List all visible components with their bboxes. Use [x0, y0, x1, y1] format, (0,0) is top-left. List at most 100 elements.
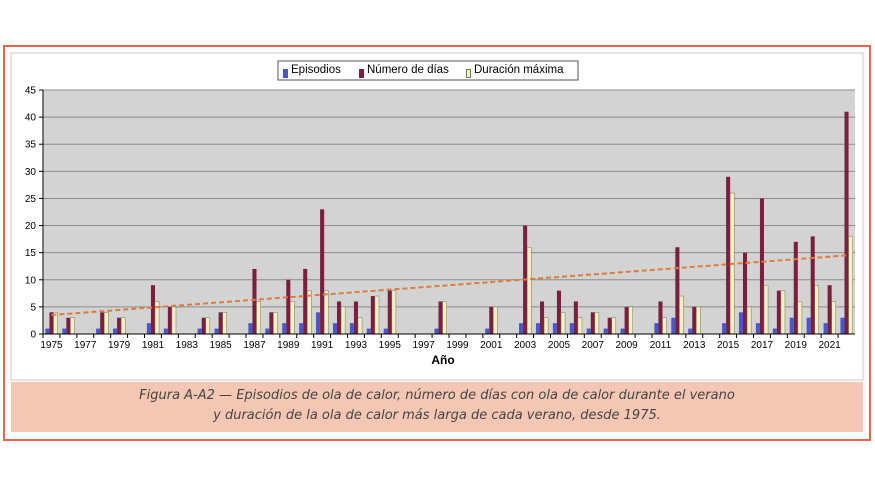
bar-episodios: [248, 323, 253, 334]
bar-episodios: [383, 328, 388, 334]
bar-duracion-maxima: [323, 290, 329, 335]
bar-duracion-maxima: [357, 317, 363, 335]
bar-duracion-maxima: [679, 295, 684, 335]
legend-label-episodios: Episodios: [291, 64, 341, 76]
caption-line-1: Figura A-A2 — Episodios de ola de calor,…: [139, 388, 735, 403]
x-tick-label: 1977: [74, 340, 97, 351]
bar-episodios: [535, 323, 541, 334]
bar-duracion-maxima: [442, 301, 447, 335]
bar-episodios: [569, 323, 574, 334]
bar-episodios: [62, 328, 67, 334]
bar-duracion-maxima: [763, 284, 769, 335]
y-tick-label: 25: [25, 194, 37, 205]
bar-numero-dias: [218, 312, 223, 334]
legend-label-duracion-maxima: Duración máxima: [474, 64, 564, 76]
bar-duracion-maxima: [831, 301, 836, 335]
bar-numero-dias: [556, 290, 561, 334]
bar-episodios: [146, 323, 151, 334]
bar-episodios: [789, 317, 794, 334]
bar-numero-dias: [353, 301, 358, 334]
y-tick-label: 10: [25, 275, 37, 286]
bar-numero-dias: [269, 312, 274, 334]
bar-episodios: [434, 328, 439, 334]
x-tick-label: 1975: [40, 340, 63, 351]
bar-numero-dias: [810, 236, 815, 334]
x-tick-label: 2015: [717, 340, 740, 351]
bar-numero-dias: [66, 317, 71, 334]
bar-episodios: [349, 323, 354, 334]
y-tick-label: 30: [25, 167, 37, 178]
bar-numero-dias: [303, 268, 308, 334]
bar-duracion-maxima: [696, 306, 701, 335]
x-axis-label: Año: [431, 353, 454, 367]
bar-episodios: [755, 323, 760, 334]
legend-swatch-duracion-maxima: [466, 69, 471, 78]
bar-episodios: [265, 328, 270, 334]
x-tick-label: 1997: [413, 340, 436, 351]
x-tick-label: 1991: [311, 340, 334, 351]
figure-caption: Figura A-A2 — Episodios de ola de calor,…: [11, 382, 863, 432]
bar-duracion-maxima: [611, 317, 617, 335]
bar-episodios: [113, 328, 118, 334]
bar-episodios: [823, 323, 828, 334]
bar-numero-dias: [49, 312, 54, 334]
x-tick-label: 1985: [210, 340, 233, 351]
bar-episodios: [654, 323, 659, 334]
bar-duracion-maxima: [205, 317, 211, 335]
bar-duracion-maxima: [70, 317, 75, 335]
y-tick-label: 35: [25, 140, 37, 151]
x-tick-label: 1979: [108, 340, 131, 351]
bar-episodios: [772, 328, 777, 334]
bar-episodios: [299, 323, 304, 334]
bar-duracion-maxima: [391, 290, 397, 335]
bar-numero-dias: [252, 268, 257, 334]
bar-episodios: [282, 323, 287, 334]
bar-episodios: [197, 328, 202, 334]
caption-line-2: y duración de la ola de calor más larga …: [213, 408, 661, 423]
plot-background: [43, 90, 855, 334]
y-tick-label: 20: [25, 221, 37, 232]
bar-duracion-maxima: [526, 246, 532, 335]
bar-episodios: [806, 317, 811, 334]
x-tick-label: 1993: [345, 340, 368, 351]
bar-numero-dias: [607, 317, 612, 334]
x-tick-label: 1983: [176, 340, 199, 351]
bar-duracion-maxima: [662, 317, 667, 335]
x-tick-label: 1981: [142, 340, 165, 351]
bar-episodios: [603, 328, 608, 334]
y-tick-label: 5: [30, 302, 36, 313]
bar-duracion-maxima: [171, 306, 177, 335]
bar-episodios: [316, 312, 321, 334]
bar-duracion-maxima: [577, 317, 583, 335]
bar-numero-dias: [100, 312, 105, 334]
x-tick-label: 2011: [650, 340, 672, 351]
bar-duracion-maxima: [222, 312, 227, 335]
y-tick-label: 0: [30, 330, 36, 341]
bar-numero-dias: [692, 306, 697, 334]
y-tick-label: 45: [25, 86, 37, 97]
bar-numero-dias: [370, 296, 375, 334]
bar-episodios: [738, 312, 744, 334]
bar-episodios: [722, 323, 727, 334]
x-tick-label: 2003: [514, 340, 537, 351]
bar-numero-dias: [117, 317, 122, 334]
bar-episodios: [840, 317, 845, 334]
bar-episodios: [519, 323, 524, 334]
bar-episodios: [96, 328, 101, 334]
x-tick-label: 2005: [548, 340, 571, 351]
bar-episodios: [671, 317, 676, 334]
x-tick-label: 2021: [819, 340, 842, 351]
bar-duracion-maxima: [374, 295, 380, 335]
legend-swatch-episodios: [283, 69, 288, 78]
x-tick-label: 2019: [785, 340, 808, 351]
bar-numero-dias: [776, 290, 781, 334]
bar-duracion-maxima: [103, 312, 109, 335]
bar-duracion-maxima: [814, 284, 820, 335]
bar-duracion-maxima: [340, 306, 346, 335]
bar-numero-dias: [844, 111, 849, 334]
bar-duracion-maxima: [780, 290, 786, 335]
bar-duracion-maxima: [120, 317, 126, 335]
plot-area: 0 5 10 15 20 25 30 35 40 45 1975 1977 1979 1981 1983 19…: [25, 86, 855, 367]
bar-numero-dias: [320, 209, 325, 334]
